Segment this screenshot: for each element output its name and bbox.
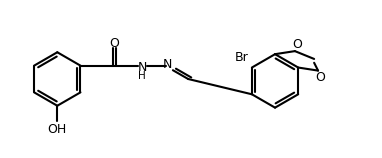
Text: O: O [109, 37, 119, 50]
Text: O: O [315, 71, 325, 84]
Text: OH: OH [48, 123, 67, 136]
Text: H: H [138, 71, 146, 81]
Text: N: N [163, 58, 172, 71]
Text: O: O [292, 38, 302, 51]
Text: Br: Br [234, 52, 248, 64]
Text: N: N [138, 61, 147, 74]
